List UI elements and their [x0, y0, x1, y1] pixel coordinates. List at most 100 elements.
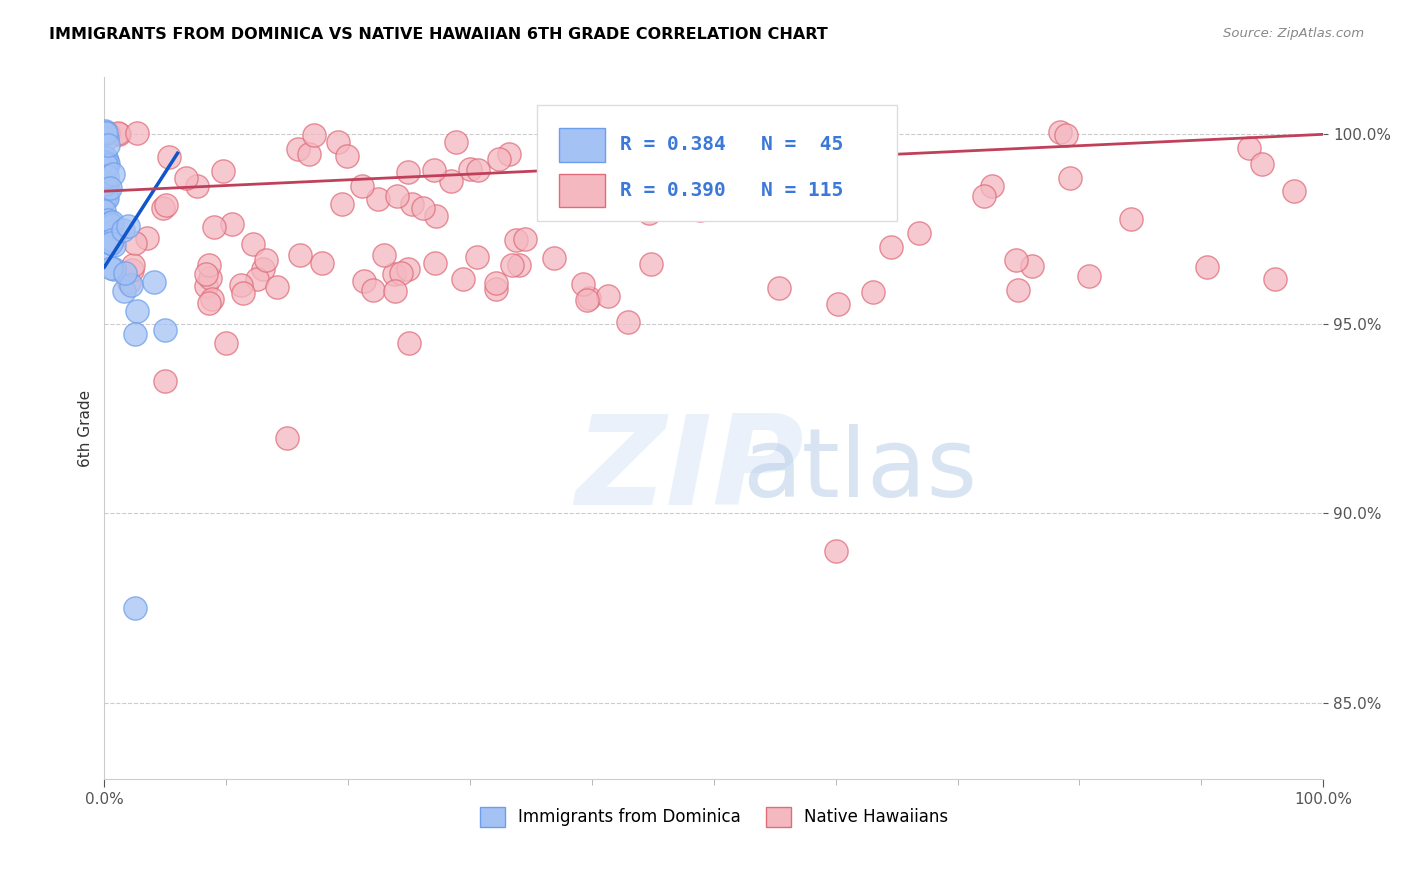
- Point: [328, 136, 350, 150]
- Point: [266, 280, 288, 294]
- Point: [101, 214, 124, 228]
- Point: [1119, 212, 1142, 227]
- Text: R = 0.384   N =  45: R = 0.384 N = 45: [620, 136, 844, 154]
- Point: [485, 276, 508, 290]
- Point: [118, 275, 141, 289]
- Point: [103, 238, 125, 252]
- Point: [121, 263, 143, 277]
- Point: [112, 222, 135, 236]
- Point: [384, 267, 406, 281]
- Point: [444, 135, 467, 149]
- Point: [194, 268, 217, 282]
- Point: [101, 218, 124, 232]
- Point: [114, 266, 136, 280]
- Text: R = 0.390   N = 115: R = 0.390 N = 115: [620, 181, 844, 200]
- Point: [440, 174, 463, 188]
- Point: [389, 266, 412, 280]
- Point: [596, 289, 619, 303]
- Point: [97, 182, 120, 196]
- Text: Source: ZipAtlas.com: Source: ZipAtlas.com: [1223, 27, 1364, 40]
- Point: [689, 202, 711, 217]
- Point: [827, 297, 849, 311]
- Point: [96, 169, 118, 183]
- Y-axis label: 6th Grade: 6th Grade: [79, 390, 93, 467]
- Point: [94, 178, 117, 192]
- Point: [616, 315, 638, 329]
- Point: [215, 335, 238, 350]
- Point: [221, 217, 243, 231]
- Point: [100, 260, 122, 275]
- Point: [353, 274, 375, 288]
- Point: [94, 230, 117, 244]
- Point: [97, 212, 120, 227]
- Point: [735, 132, 758, 146]
- Point: [1059, 171, 1081, 186]
- Text: IMMIGRANTS FROM DOMINICA VS NATIVE HAWAIIAN 6TH GRADE CORRELATION CHART: IMMIGRANTS FROM DOMINICA VS NATIVE HAWAI…: [49, 27, 828, 42]
- Point: [824, 544, 846, 558]
- Point: [125, 303, 148, 318]
- Point: [505, 233, 527, 247]
- Point: [1237, 141, 1260, 155]
- Point: [96, 127, 118, 141]
- Point: [640, 257, 662, 271]
- Point: [650, 120, 672, 135]
- FancyBboxPatch shape: [560, 128, 606, 161]
- Point: [589, 139, 612, 153]
- Point: [330, 197, 353, 211]
- Point: [100, 235, 122, 250]
- Point: [785, 176, 807, 190]
- Point: [97, 138, 120, 153]
- Point: [97, 235, 120, 249]
- Point: [96, 190, 118, 204]
- Point: [153, 323, 176, 337]
- Point: [101, 167, 124, 181]
- Point: [197, 258, 219, 272]
- Point: [201, 292, 224, 306]
- Point: [1007, 283, 1029, 297]
- Point: [143, 275, 166, 289]
- Point: [96, 153, 118, 168]
- Point: [862, 285, 884, 299]
- Point: [880, 239, 903, 253]
- Point: [1021, 259, 1043, 273]
- Point: [98, 216, 121, 230]
- Point: [93, 175, 115, 189]
- Point: [202, 220, 225, 235]
- Point: [336, 148, 359, 162]
- Point: [488, 153, 510, 167]
- Point: [498, 147, 520, 161]
- Point: [396, 261, 419, 276]
- FancyBboxPatch shape: [560, 174, 606, 207]
- Point: [101, 234, 124, 248]
- Point: [135, 231, 157, 245]
- Point: [467, 162, 489, 177]
- Point: [412, 201, 434, 215]
- Point: [688, 180, 710, 194]
- Point: [125, 126, 148, 140]
- Point: [678, 195, 700, 210]
- Point: [112, 284, 135, 298]
- Point: [96, 151, 118, 165]
- Point: [550, 153, 572, 168]
- Point: [97, 156, 120, 170]
- Point: [575, 293, 598, 308]
- FancyBboxPatch shape: [537, 105, 897, 221]
- Point: [815, 180, 838, 194]
- Point: [768, 281, 790, 295]
- Point: [908, 227, 931, 241]
- Point: [398, 335, 420, 350]
- Point: [194, 279, 217, 293]
- Text: ZIP: ZIP: [575, 409, 804, 531]
- Point: [276, 431, 298, 445]
- Point: [578, 291, 600, 305]
- Point: [361, 284, 384, 298]
- Point: [1054, 128, 1077, 142]
- Point: [242, 237, 264, 252]
- Point: [94, 164, 117, 178]
- Point: [425, 209, 447, 223]
- Point: [94, 124, 117, 138]
- Point: [120, 278, 142, 293]
- Point: [298, 147, 321, 161]
- Point: [458, 162, 481, 177]
- Point: [451, 272, 474, 286]
